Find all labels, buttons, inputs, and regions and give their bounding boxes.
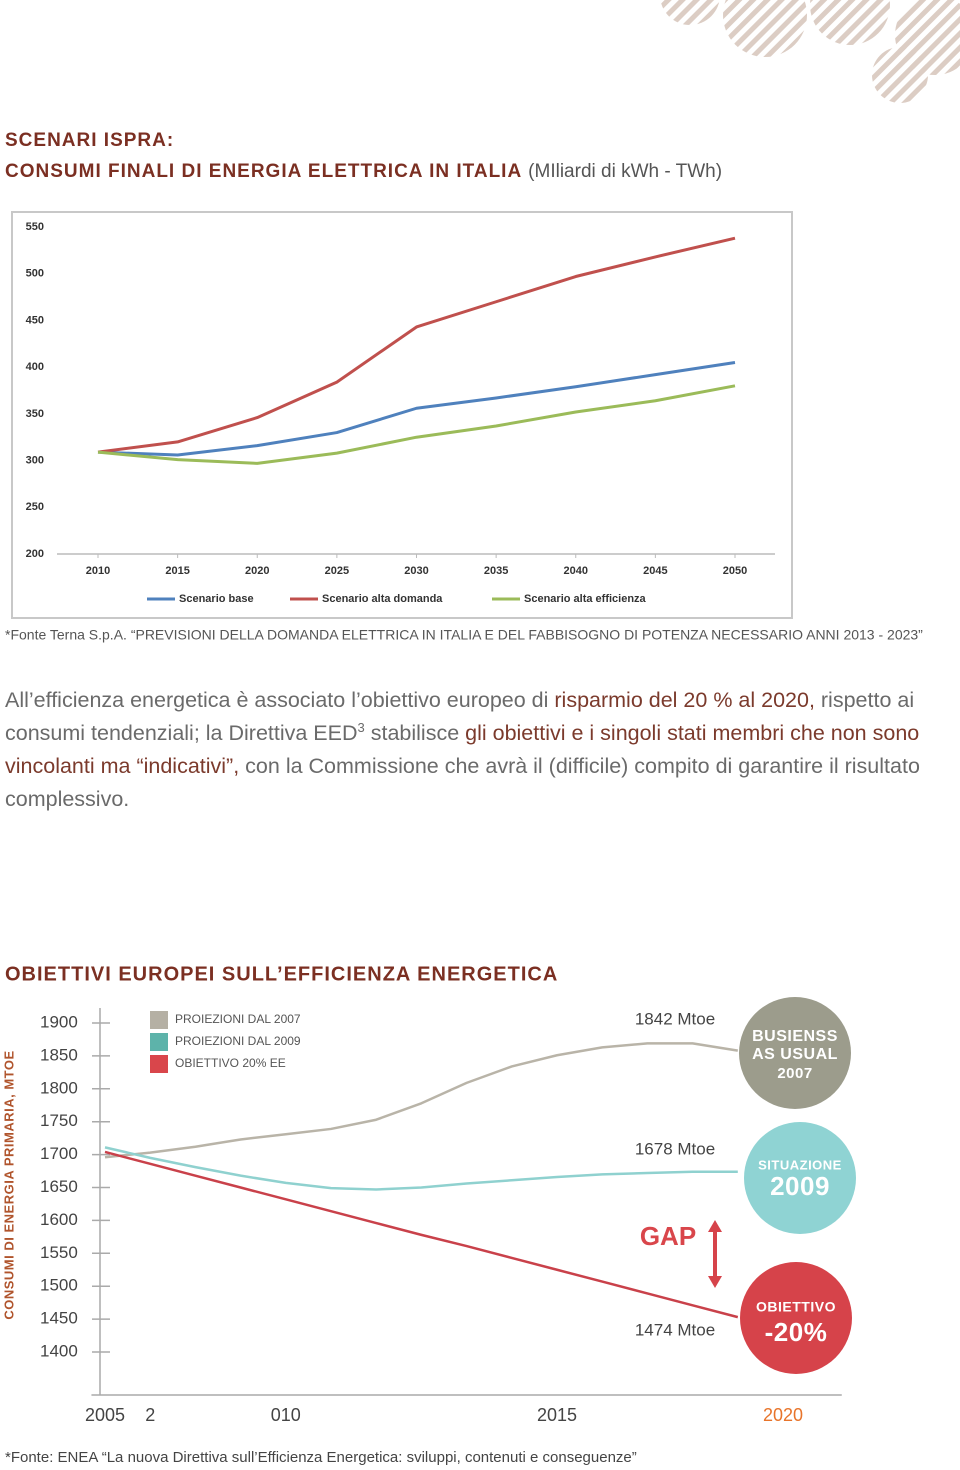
- callout-text: SITUAZIONE: [758, 1157, 842, 1172]
- x-tick-label: 2040: [564, 565, 588, 577]
- y-tick-label: 1750: [40, 1111, 78, 1130]
- legend-swatch: [150, 1055, 168, 1073]
- y-tick-label: 1650: [40, 1177, 78, 1196]
- source-note: *Fonte: ENEA “La nuova Direttiva sull’Ef…: [5, 1449, 637, 1466]
- chart-title: OBIETTIVI EUROPEI SULL’EFFICIENZA ENERGE…: [5, 963, 558, 985]
- annotation: 1474 Mtoe: [635, 1320, 715, 1339]
- chart-title-line: CONSUMI FINALI DI ENERGIA ELETTRICA IN I…: [5, 161, 722, 182]
- series-line: [104, 1146, 738, 1191]
- gap-arrow: [708, 1220, 722, 1288]
- x-tick-label: 2010: [86, 565, 110, 577]
- text-run: 3: [357, 719, 365, 735]
- text-run: risparmio del 20 % al 2020,: [554, 688, 815, 712]
- y-tick-label: 200: [26, 548, 44, 560]
- legend-label: OBIETTIVO 20% EE: [175, 1056, 286, 1070]
- chart-title: SCENARI ISPRA:: [5, 130, 174, 151]
- legend-label: PROIEZIONI DAL 2007: [175, 1012, 301, 1026]
- x-tick-label: 2050: [723, 565, 747, 577]
- y-tick-label: 1450: [40, 1309, 78, 1328]
- decoration: [660, 0, 960, 103]
- series-line: [97, 236, 736, 454]
- text-run: All’efficienza energetica è associato l’…: [5, 688, 555, 712]
- x-tick-label: 2: [145, 1405, 155, 1425]
- y-tick-label: 1700: [40, 1144, 78, 1163]
- callout-text: 2007: [777, 1065, 812, 1082]
- legend-label: PROIEZIONI DAL 2009: [175, 1034, 301, 1048]
- callout-text: 2009: [770, 1171, 830, 1201]
- y-tick-label: 1900: [40, 1012, 78, 1031]
- text-run: gli obiettivi e i singoli stati membri c…: [5, 721, 920, 778]
- chart-title: CONSUMI FINALI DI ENERGIA ELETTRICA IN I…: [5, 161, 522, 182]
- y-tick-label: 1850: [40, 1045, 78, 1064]
- y-tick-label: 1600: [40, 1210, 78, 1229]
- callout-text: OBIETTIVO: [756, 1299, 836, 1315]
- callout-text: BUSIENSS: [752, 1028, 838, 1045]
- callout-text: AS USUAL: [752, 1046, 838, 1063]
- callout-circle: [739, 997, 851, 1109]
- y-tick-label: 400: [26, 361, 44, 373]
- legend-label: Scenario alta domanda: [322, 593, 443, 605]
- y-tick-label: 250: [26, 501, 44, 513]
- legend-label: Scenario base: [179, 593, 254, 605]
- x-tick-label: 2035: [484, 565, 508, 577]
- y-tick-label: 1800: [40, 1078, 78, 1097]
- annotation: 1678 Mtoe: [635, 1139, 715, 1158]
- legend-swatch: [150, 1033, 168, 1051]
- callout-circle: [744, 1122, 856, 1234]
- y-tick-label: 550: [26, 221, 44, 233]
- y-tick-label: 350: [26, 408, 44, 420]
- x-tick-label: 2020: [763, 1405, 803, 1425]
- x-tick-label: 2045: [643, 565, 667, 577]
- y-tick-label: 1400: [40, 1341, 78, 1360]
- chart-subtitle: (MIliardi di kWh - TWh): [528, 161, 722, 182]
- paragraph: All’efficienza energetica è associato l’…: [5, 684, 957, 816]
- x-tick-label: 2005: [85, 1405, 125, 1425]
- text-run: stabilisce: [364, 721, 466, 745]
- y-tick-label: 1500: [40, 1276, 78, 1295]
- series-line: [104, 1042, 738, 1159]
- x-tick-label: 2020: [245, 565, 269, 577]
- x-tick-label: 2025: [325, 565, 349, 577]
- annotation: GAP: [640, 1221, 696, 1251]
- source-note: *Fonte Terna S.p.A. “PREVISIONI DELLA DO…: [5, 627, 923, 643]
- x-tick-label: 2030: [404, 565, 428, 577]
- y-tick-label: 450: [26, 314, 44, 326]
- y-axis-label: CONSUMI DI ENERGIA PRIMARIA, MTOE: [1, 1050, 16, 1319]
- x-tick-label: 2015: [537, 1405, 577, 1425]
- legend-swatch: [150, 1011, 168, 1029]
- chart-frame: [11, 211, 793, 619]
- legend-label: Scenario alta efficienza: [524, 593, 647, 605]
- callout-text: -20%: [765, 1317, 828, 1347]
- y-tick-label: 1550: [40, 1243, 78, 1262]
- text-run: con la Commissione che avrà il (difficil…: [5, 754, 920, 811]
- series-line: [97, 360, 736, 457]
- text-run: rispetto ai consumi tendenziali; la Dire…: [5, 688, 915, 745]
- series-line: [104, 1150, 739, 1319]
- annotation: 1842 Mtoe: [635, 1009, 715, 1028]
- x-tick-label: 010: [271, 1405, 301, 1425]
- x-tick-label: 2015: [165, 565, 189, 577]
- callout-circle: [740, 1262, 852, 1374]
- series-line: [97, 384, 736, 465]
- y-tick-label: 500: [26, 268, 44, 280]
- y-tick-label: 300: [26, 454, 44, 466]
